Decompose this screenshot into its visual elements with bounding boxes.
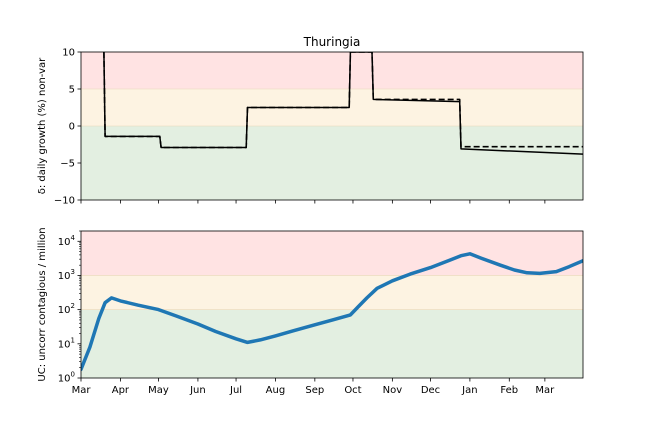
y-tick-label: −10 (54, 196, 75, 207)
y-tick-label: 100 (58, 371, 75, 385)
x-tick-label: Mar (72, 385, 92, 396)
series-line-0 (81, 252, 583, 372)
y-tick-label-exponent: 2 (71, 302, 75, 310)
x-tick-label: Jun (189, 385, 206, 396)
band-2 (81, 126, 583, 200)
x-tick-label: Aug (266, 385, 286, 396)
y-tick-label: −5 (60, 159, 75, 170)
series-group (81, 252, 583, 372)
x-tick-label: Feb (500, 385, 518, 396)
x-tick-label: Mar (535, 385, 555, 396)
band-0 (81, 231, 583, 276)
y-tick-label: 103 (58, 268, 75, 282)
y-tick-label-exponent: 0 (71, 371, 75, 379)
growth-panel: −10 −5 0 5 10 δ: daily growth (%) non-var Thur… (37, 35, 584, 207)
y-tick-label: 102 (58, 302, 75, 316)
y-tick-label: 0 (69, 122, 75, 133)
x-tick-label: Dec (421, 385, 440, 396)
band-1 (81, 275, 583, 310)
x-tick-label: May (148, 385, 169, 396)
axes-frame (80, 230, 584, 379)
y-tick-label-base: 10 (58, 305, 71, 316)
y-tick-label: 10 (62, 48, 75, 59)
y-tick-label: 101 (58, 336, 75, 350)
y-tick-label-exponent: 4 (71, 234, 76, 242)
chart-title: Thuringia (303, 35, 361, 49)
band-0 (81, 52, 583, 89)
series-group (103, 52, 583, 155)
y-tick-label-base: 10 (58, 374, 71, 385)
y-tick-label-base: 10 (58, 271, 71, 282)
x-tick-label: Nov (383, 385, 403, 396)
x-tick-label: Jan (461, 385, 477, 396)
y-tick-label: 104 (58, 234, 76, 248)
y-tick-label-exponent: 3 (71, 268, 75, 276)
y-tick-label-base: 10 (58, 237, 71, 248)
series-line-1 (103, 52, 583, 149)
y-axis-label: UC: uncorr contagious / million (37, 227, 48, 381)
x-tick-label: Sep (305, 385, 324, 396)
y-tick-label-base: 10 (58, 339, 71, 350)
y-tick-label: 5 (69, 85, 75, 96)
x-tick-label: Jul (229, 385, 242, 396)
x-tick-label: Apr (112, 385, 130, 396)
y-tick-label-exponent: 1 (71, 336, 75, 344)
y-axis-label: δ: daily growth (%) non-var (37, 57, 48, 194)
x-tick-label: Oct (344, 385, 361, 396)
